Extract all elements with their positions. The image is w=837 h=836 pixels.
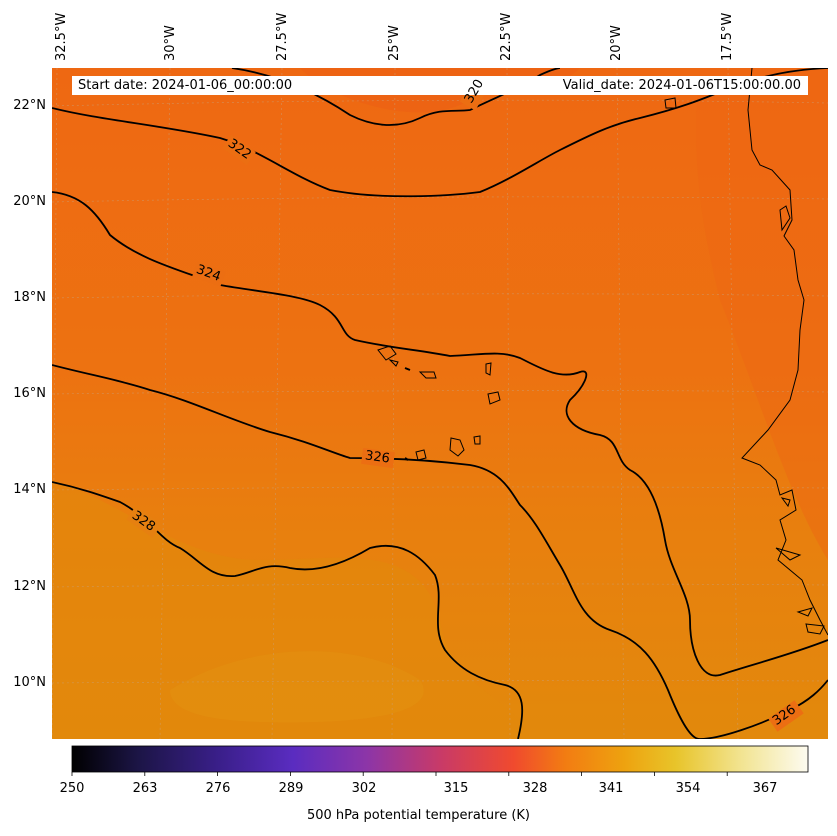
colorbar bbox=[71, 745, 809, 776]
lon-label: 22.5°W bbox=[499, 12, 514, 61]
colorbar-tick: 315 bbox=[443, 781, 469, 796]
lon-label: 25°W bbox=[387, 25, 402, 61]
graticule bbox=[52, 68, 828, 739]
colorbar-tick: 354 bbox=[675, 781, 701, 796]
colorbar-label: 500 hPa potential temperature (K) bbox=[306, 808, 530, 823]
info-box bbox=[72, 76, 808, 95]
lat-label: 20°N bbox=[13, 194, 46, 209]
lat-label: 10°N bbox=[13, 675, 46, 690]
colorbar-tick: 302 bbox=[351, 781, 377, 796]
start-date-label: Start date: 2024-01-06_00:00:00 bbox=[78, 78, 293, 93]
lon-label: 17.5°W bbox=[720, 12, 735, 61]
lon-label: 27.5°W bbox=[275, 12, 290, 61]
lat-label: 18°N bbox=[13, 290, 46, 305]
colorbar-tick: 263 bbox=[132, 781, 158, 796]
lat-label: 16°N bbox=[13, 386, 46, 401]
colorbar-tick: 328 bbox=[522, 781, 548, 796]
valid-date-label: Valid_date: 2024-01-06T15:00:00.00 bbox=[562, 78, 801, 93]
colorbar-tick: 367 bbox=[752, 781, 778, 796]
colorbar-tick: 276 bbox=[205, 781, 231, 796]
lat-label: 22°N bbox=[13, 98, 46, 113]
map-field bbox=[52, 68, 828, 739]
lat-label: 12°N bbox=[13, 579, 46, 594]
colorbar-tick: 289 bbox=[278, 781, 304, 796]
lon-label: 32.5°W bbox=[54, 12, 69, 61]
colorbar-tick: 341 bbox=[598, 781, 624, 796]
lat-label: 14°N bbox=[13, 482, 46, 497]
lon-label: 30°W bbox=[163, 25, 178, 61]
colorbar-tick: 250 bbox=[59, 781, 85, 796]
lon-label: 20°W bbox=[609, 25, 624, 61]
